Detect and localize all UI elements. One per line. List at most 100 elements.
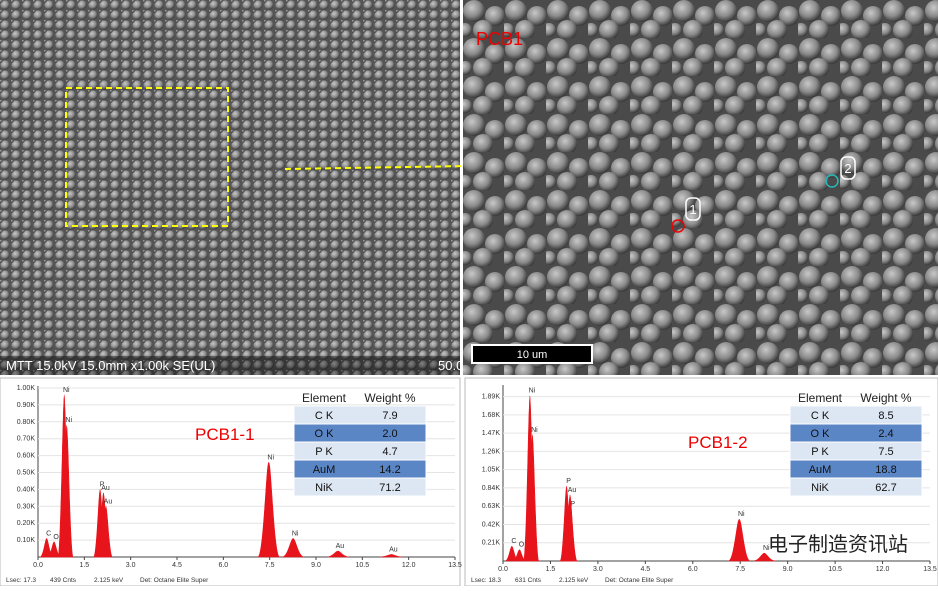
table-header: Weight % [364,391,415,405]
spectrum-label: PCB1-1 [195,425,255,444]
x-tick-label: 6.0 [688,566,698,573]
y-tick-label: 0.10K [17,537,36,544]
peak [563,508,578,562]
y-tick-label: 0.50K [17,470,36,477]
peak-label: P [100,481,105,488]
y-tick-label: 0.70K [17,436,36,443]
footer: 2.125 keV [94,577,124,584]
y-tick-label: 0.40K [17,486,36,493]
peak-label: O [519,542,525,549]
x-tick-label: 1.5 [79,562,89,569]
peak-label: Au [336,543,345,550]
table-cell: O K [811,428,831,440]
footer: Lsec: 18.3 [471,577,501,584]
x-tick-label: 7.5 [265,562,275,569]
y-tick-label: 0.30K [17,503,36,510]
x-tick-label: 1.5 [546,566,556,573]
table-row [293,477,427,497]
peak [753,552,776,562]
y-tick-label: 0.60K [17,453,36,460]
peak-label: P [566,478,571,485]
y-tick-label: 1.05K [482,467,501,474]
sample-label: PCB1 [476,29,523,49]
watermark: 电子制造资讯站 [768,533,908,556]
y-tick-label: 1.00K [17,385,36,392]
table-cell: 18.8 [875,464,896,476]
scale-bar [473,346,591,362]
table-header: Element [798,391,843,405]
y-tick-label: 0.90K [17,402,36,409]
marker-label: 1 [689,202,696,217]
y-tick-label: 1.26K [482,448,501,455]
footer: 631 Cnts [515,577,542,584]
table-cell: 62.7 [875,482,896,494]
table-cell: 7.9 [382,410,397,422]
peak-label: Ni [267,454,274,461]
peak [282,538,305,558]
x-tick-label: 12.0 [402,562,416,569]
table-row [789,477,923,497]
peak [525,434,540,562]
x-tick-label: 13.5 [923,566,937,573]
footer: 439 Cnts [50,577,77,584]
point-marker [671,219,685,233]
table-row [789,441,923,461]
peak-label: P [570,501,575,508]
caption-bar [0,356,460,375]
y-tick-label: 0.80K [17,419,36,426]
table-cell: AuM [809,464,832,476]
peak [257,462,281,558]
y-tick-label: 0.20K [17,520,36,527]
x-tick-label: 0.0 [33,562,43,569]
table-cell: 71.2 [379,482,400,494]
table-cell: P K [811,446,829,458]
spectrum-label: PCB1-2 [688,433,748,452]
y-tick-label: 0.84K [482,485,501,492]
y-tick-label: 1.89K [482,394,501,401]
sem-image-left [0,0,460,375]
peak [326,550,349,558]
footer: Det: Octane Elite Super [605,577,674,584]
sem-caption: MTT 15.0kV 15.0mm x1.00k SE(UL) [6,358,215,373]
marker-label: 2 [844,161,851,176]
peak-label: Au [101,485,110,492]
peak-label: Ni [65,417,72,424]
peak-label: C [511,538,516,545]
x-tick-label: 9.0 [783,566,793,573]
x-tick-label: 4.5 [172,562,182,569]
peak-label: Ni [738,511,745,518]
y-tick-label: 1.68K [482,412,501,419]
spectra: 0.10K 0.20K 0.30K 0.40K 0.50K 0.60K 0.70K 0.80K… [6,385,937,584]
peak-label: Ni [763,545,770,552]
x-tick-label: 9.0 [311,562,321,569]
x-tick-label: 3.0 [126,562,136,569]
peak-label: O [53,534,59,541]
peak [59,424,74,558]
table-cell: NiK [315,482,333,494]
peak [99,505,113,558]
y-tick-label: 0.63K [482,503,501,510]
x-tick-label: 10.5 [828,566,842,573]
marker-box [840,156,856,180]
x-tick-label: 13.5 [448,562,462,569]
peak [380,554,403,558]
x-tick-label: 7.5 [735,566,745,573]
table-cell: NiK [811,482,829,494]
table-cell: C K [315,410,334,422]
zoom-arrow [284,165,469,170]
table-cell: 8.5 [878,410,893,422]
table-cell: 14.2 [379,464,400,476]
table-row [293,441,427,461]
table-header: Weight % [860,391,911,405]
table-row [293,405,427,425]
footer: Det: Octane Elite Super [140,577,209,584]
peak-label: Ni [292,530,299,537]
table-cell: 2.0 [382,428,397,440]
peak-label: Au [389,546,398,553]
table-cell: C K [811,410,830,422]
x-tick-label: 0.0 [498,566,508,573]
footer: Lsec: 17.3 [6,577,36,584]
peak [727,518,751,562]
y-tick-label: 0.42K [482,521,501,528]
table-header: Element [302,391,347,405]
